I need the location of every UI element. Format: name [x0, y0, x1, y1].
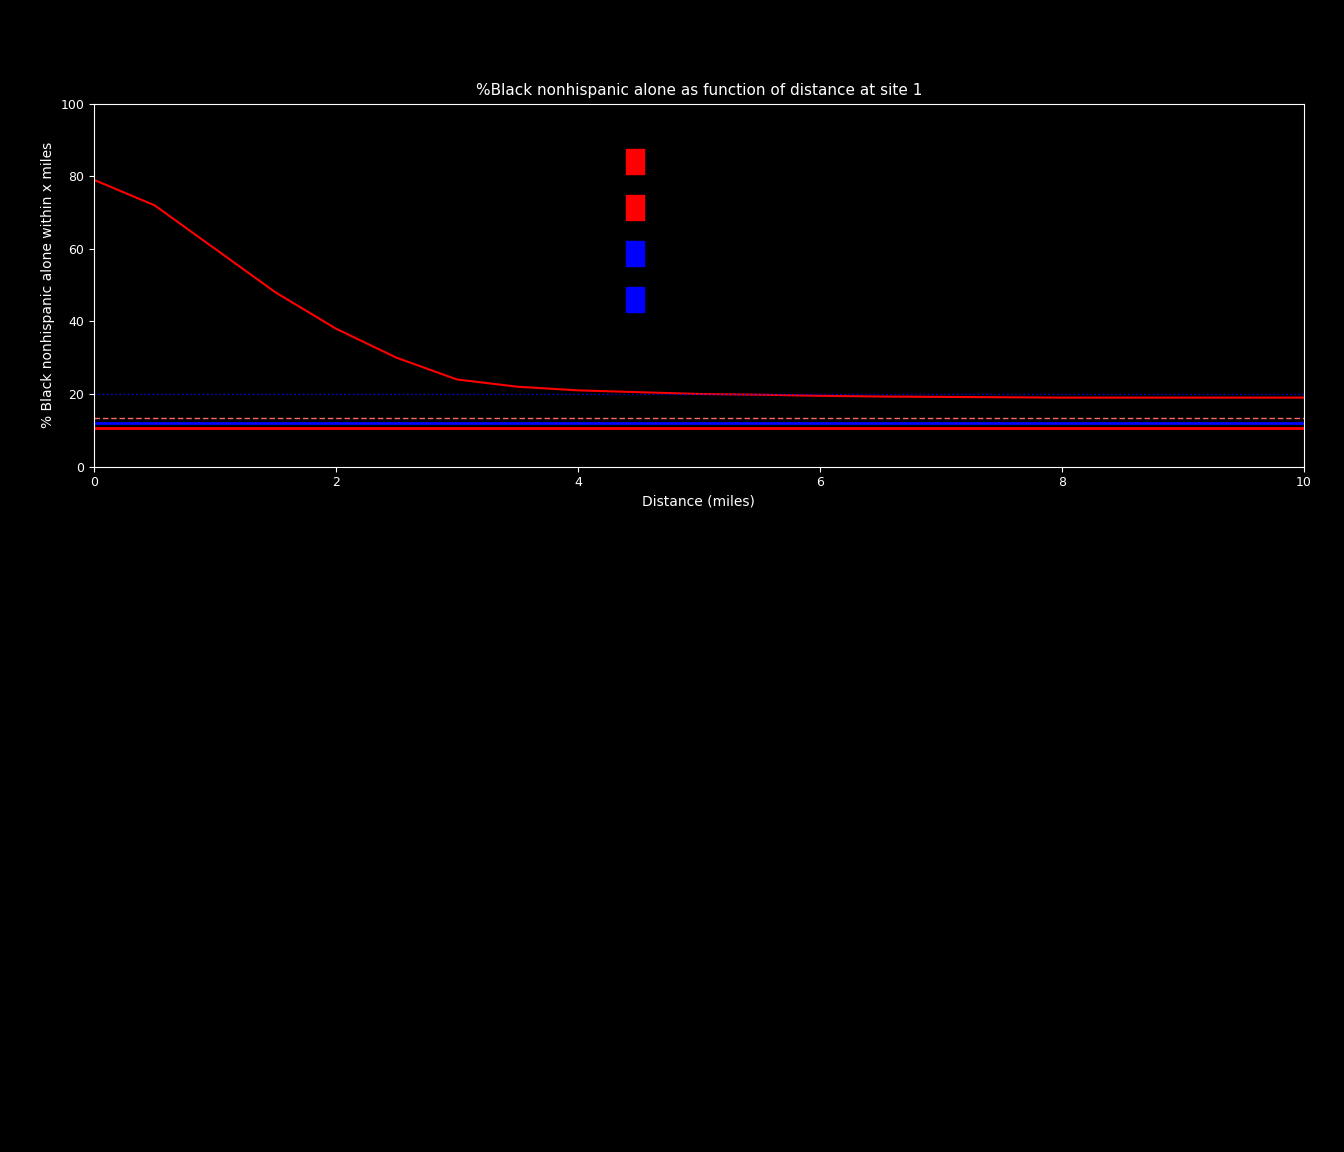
X-axis label: Distance (miles): Distance (miles) [642, 495, 755, 509]
Title: %Black nonhispanic alone as function of distance at site 1: %Black nonhispanic alone as function of … [476, 83, 922, 98]
Y-axis label: % Black nonhispanic alone within x miles: % Black nonhispanic alone within x miles [40, 142, 55, 429]
